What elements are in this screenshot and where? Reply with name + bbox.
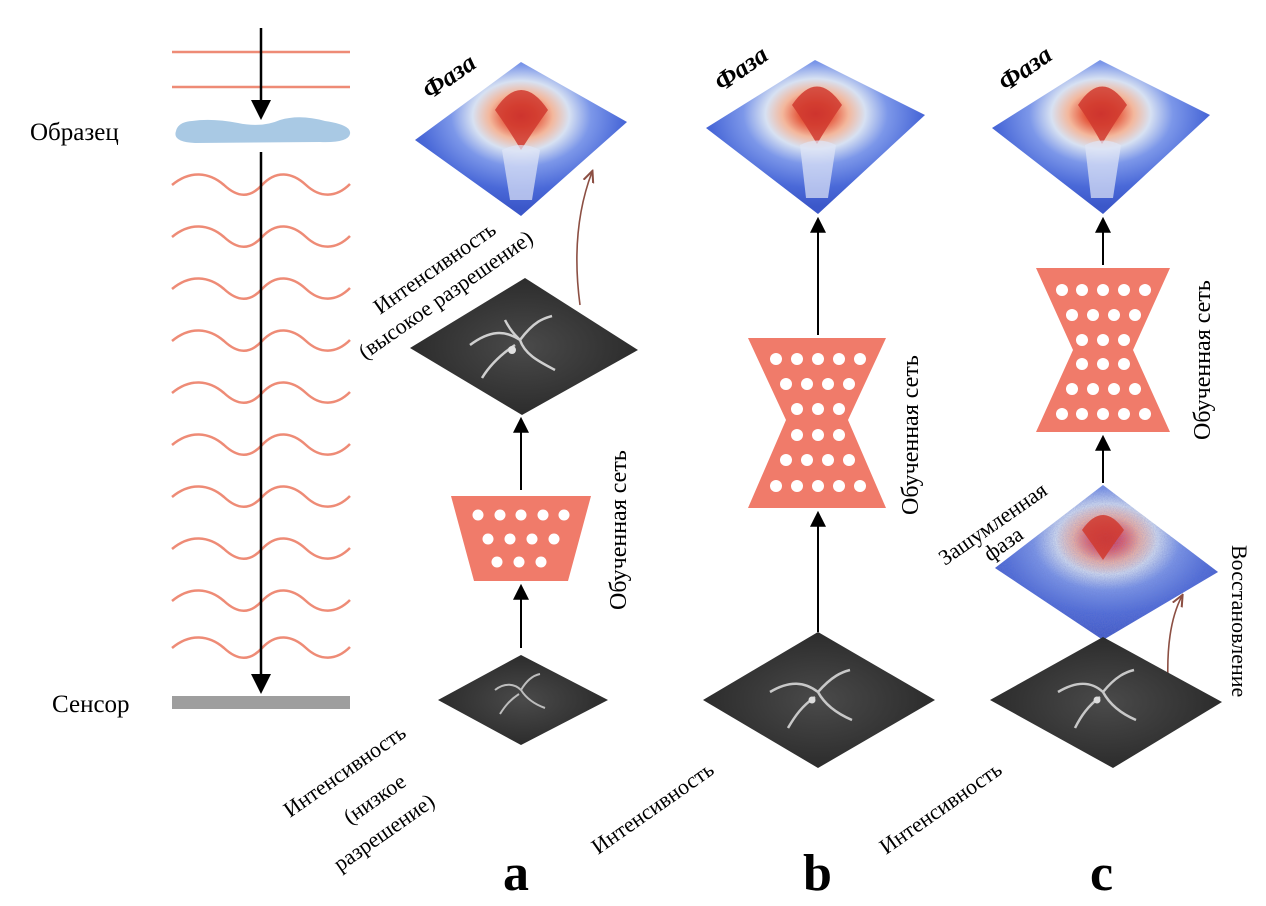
trained-net-a: [451, 496, 591, 581]
intensity-label-c: Интенсивность: [875, 756, 1007, 859]
curved-arrow-c: [1166, 596, 1182, 683]
sensor-bar: [172, 696, 350, 709]
panel-a-label: a: [503, 845, 529, 902]
setup-panel: Образец Сенсор: [30, 28, 351, 718]
intensity-low-res-image: [438, 655, 608, 745]
panel-b: Фаза Обученная сеть Интенсивность b: [587, 40, 935, 902]
trained-net-label-c: Обученная сеть: [1190, 280, 1216, 440]
phase-label-a: Фаза: [417, 48, 481, 105]
noisy-phase-map: [995, 485, 1218, 640]
trained-net-b: [748, 338, 886, 508]
sensor-label: Сенсор: [52, 691, 130, 718]
intensity-image-b: [703, 632, 935, 768]
sample-shape: [175, 117, 351, 143]
phase-label-b: Фаза: [709, 40, 773, 97]
trained-net-c: [1036, 268, 1170, 432]
phase-map-c: [992, 60, 1210, 214]
sample-label: Образец: [30, 119, 119, 146]
panel-a: Фаза Интенсивность (высокое разрешение) …: [279, 48, 638, 902]
phase-label-c: Фаза: [993, 40, 1057, 97]
phase-map-a: [415, 62, 627, 216]
panel-c-label: c: [1090, 845, 1113, 902]
panel-b-label: b: [803, 845, 832, 902]
trained-net-label-b: Обученная сеть: [898, 355, 924, 515]
intensity-high-res-image: [410, 278, 638, 415]
curved-arrow-a: [576, 172, 592, 306]
intensity-image-c: [990, 637, 1222, 768]
intensity-label-b: Интенсивность: [587, 756, 719, 859]
panel-c: Фаза Обученная сеть Зашумленная фаза Вос…: [875, 40, 1252, 902]
trained-net-label-a: Обученная сеть: [606, 450, 632, 610]
restoration-label: Восстановление: [1227, 545, 1252, 697]
phase-map-b: [706, 60, 925, 214]
